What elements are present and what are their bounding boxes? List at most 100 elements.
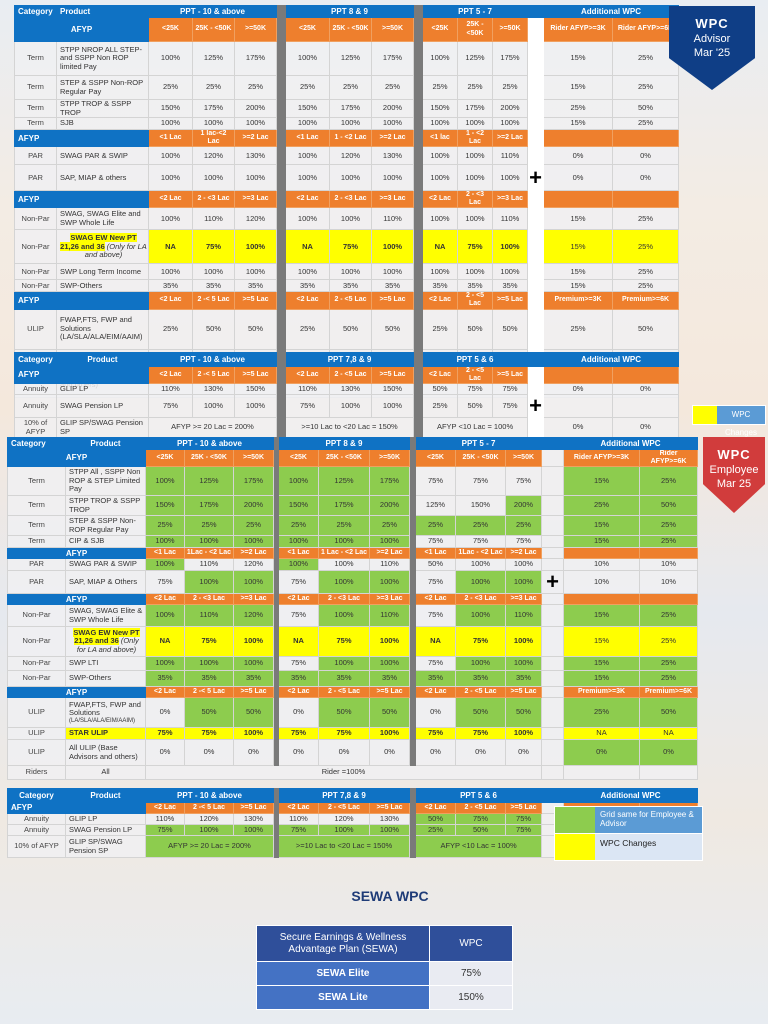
separator bbox=[413, 129, 424, 148]
spacer bbox=[541, 495, 565, 517]
band-label: 1Lac - <2 Lac bbox=[455, 547, 507, 560]
product-name: SWP LTI bbox=[69, 658, 99, 668]
rider-value: 0% bbox=[612, 164, 680, 192]
value-cell: 100% bbox=[192, 117, 235, 131]
value-cell: 130% bbox=[368, 813, 411, 825]
product-cell: SWAG PAR & SWIP bbox=[56, 146, 149, 166]
merged-value: AFYP >= 20 Lac = 200% bbox=[148, 417, 277, 439]
value-cell: 75% bbox=[278, 604, 319, 628]
value-cell: 200% bbox=[368, 495, 411, 517]
band-label: 2 - <5 Lac bbox=[455, 802, 507, 814]
separator bbox=[413, 279, 424, 293]
value-cell: 0% bbox=[145, 697, 185, 729]
band-label: 1Lac - <2 Lac bbox=[184, 547, 234, 560]
value-cell: 175% bbox=[370, 41, 415, 76]
value-cell: 120% bbox=[234, 207, 277, 231]
category-cell: Non-Par bbox=[14, 207, 57, 231]
rider-band-blank bbox=[639, 547, 699, 560]
value-cell: 100% bbox=[492, 164, 529, 192]
table-row: Term SJB 100% 100% 100% 100% 100% 100% 100% 100% 1… bbox=[14, 117, 680, 131]
band-label: >=2 Lac bbox=[505, 547, 543, 560]
spacer bbox=[541, 558, 565, 572]
separator bbox=[276, 263, 286, 281]
spacer bbox=[527, 75, 545, 100]
value-cell: 75% bbox=[278, 570, 319, 595]
value-cell: 75% bbox=[415, 466, 457, 497]
table-row: Non-Par SWAG, SWAG Elite & SWP Whole Life… bbox=[7, 604, 699, 628]
band-row: AFYP <1 Lac 1Lac - <2 Lac >=2 Lac <1 Lac 1 La… bbox=[7, 547, 699, 560]
value-cell: 100% bbox=[285, 41, 330, 76]
separator bbox=[413, 75, 424, 100]
value-cell: 150% bbox=[422, 98, 459, 119]
header-row: Category Product PPT - 10 & above PPT 7,8 &… bbox=[14, 352, 680, 367]
rider-value: 25% bbox=[639, 670, 699, 688]
value-cell: 200% bbox=[370, 98, 415, 119]
value-cell: 200% bbox=[492, 98, 529, 119]
band-label: <2 Lac bbox=[422, 365, 459, 385]
product-name: SWAG PAR & SWIP bbox=[69, 559, 137, 569]
value-cell: 120% bbox=[233, 604, 274, 628]
value-cell: 100% bbox=[455, 558, 507, 572]
band-label: <2 Lac bbox=[285, 291, 330, 310]
category-cell: Term bbox=[7, 495, 66, 517]
band-label: <2 Lac bbox=[145, 686, 185, 699]
separator bbox=[276, 41, 286, 76]
spacer bbox=[527, 129, 545, 148]
advisor-annuity-table: Category Product PPT - 10 & above PPT 7,8 &… bbox=[14, 352, 680, 439]
value-cell: 75% bbox=[184, 727, 234, 741]
band-label: >=50K bbox=[505, 448, 543, 468]
value-cell: 75% bbox=[318, 626, 370, 658]
rider-value: 0% bbox=[543, 146, 614, 166]
spacer bbox=[527, 365, 545, 385]
rider-value: 50% bbox=[639, 495, 699, 517]
product-cell: STPP NROP ALL STEP-and SSPP Non ROP limi… bbox=[56, 41, 149, 76]
value-cell: 75% bbox=[329, 229, 372, 265]
value-cell: 110% bbox=[285, 383, 330, 396]
value-cell: 75% bbox=[492, 394, 529, 419]
value-cell: 100% bbox=[278, 535, 319, 549]
blank bbox=[612, 365, 680, 385]
value-cell: 100% bbox=[329, 394, 372, 419]
rider-value: 25% bbox=[543, 308, 614, 350]
value-cell: 75% bbox=[415, 656, 457, 672]
value-cell: 100% bbox=[368, 570, 411, 595]
value-cell: 25% bbox=[492, 75, 529, 100]
value-cell: 150% bbox=[278, 495, 319, 517]
category-cell: Non-Par bbox=[7, 626, 66, 658]
rider-value: 10% bbox=[639, 570, 699, 595]
rider-band-blank bbox=[612, 190, 680, 209]
value-cell: 25% bbox=[234, 75, 277, 100]
category-cell: PAR bbox=[7, 570, 66, 595]
band-label: 1 - <2 Lac bbox=[457, 129, 494, 148]
band-label: >=3 Lac bbox=[370, 190, 415, 209]
spacer bbox=[527, 291, 545, 310]
band-label: 25K - <50K bbox=[192, 17, 235, 42]
value-cell: 75% bbox=[455, 626, 507, 658]
value-cell: 100% bbox=[422, 164, 459, 192]
product-name: STPP NROP ALL STEP-and SSPP Non ROP limi… bbox=[60, 44, 142, 71]
separator bbox=[276, 146, 286, 166]
band-label: 2 - <3 Lac bbox=[318, 593, 370, 606]
spacer bbox=[527, 146, 545, 166]
rider-value: 25% bbox=[612, 229, 680, 265]
value-cell: 110% bbox=[148, 383, 193, 396]
separator bbox=[276, 365, 286, 385]
value-cell: 75% bbox=[457, 383, 494, 396]
value-cell: 50% bbox=[422, 383, 459, 396]
header-row: Category Product PPT - 10 & above PPT 7,8 &… bbox=[7, 788, 699, 803]
ppt-8-9-header: PPT 8 & 9 bbox=[284, 5, 415, 18]
spacer bbox=[541, 466, 565, 497]
rider-value: 15% bbox=[563, 670, 641, 688]
value-cell: 125% bbox=[318, 466, 370, 497]
value-cell: 75% bbox=[505, 466, 543, 497]
value-cell: 25% bbox=[148, 75, 193, 100]
rider-value: 15% bbox=[543, 207, 614, 231]
category-cell: 10% of AFYP bbox=[14, 417, 57, 439]
product-cell: GLIP SP/SWAG Pension SP bbox=[65, 835, 146, 858]
rider-value: 0% bbox=[543, 417, 614, 439]
rider-col-label: Rider AFYP>=6K bbox=[639, 448, 699, 468]
spacer bbox=[541, 765, 565, 781]
table-row: Non-Par SWP LTI 100% 100% 100% 75% 100% 100% 75%… bbox=[7, 656, 699, 672]
merged-value: >=10 Lac to <20 Lac = 150% bbox=[277, 835, 411, 858]
category-cell: Non-Par bbox=[7, 604, 66, 628]
